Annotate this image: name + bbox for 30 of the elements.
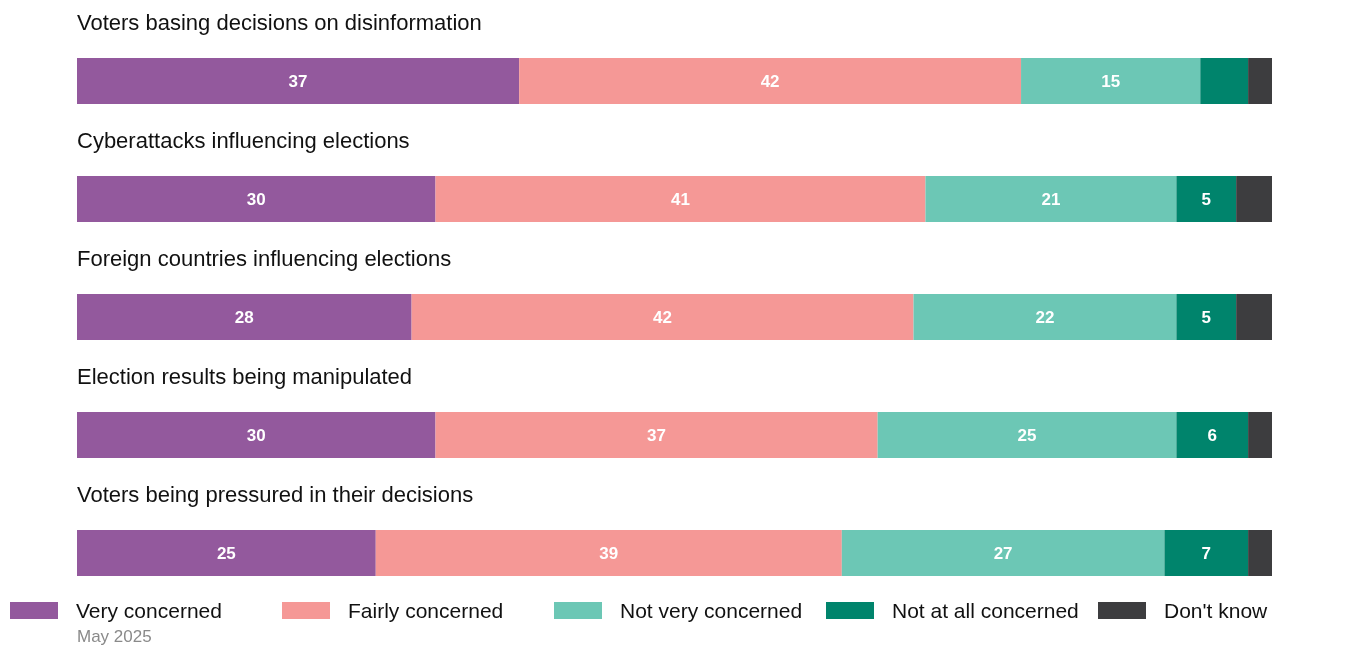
text: May 2025: [77, 627, 152, 646]
y-tick-label: Foreign countries influencing elections: [77, 246, 452, 271]
y-tick-label: Election results being manipulated: [77, 364, 413, 389]
data-label: 28: [234, 308, 254, 327]
data-label: 41: [671, 190, 690, 209]
data-label: 22: [1035, 308, 1055, 327]
data-label: 21: [1041, 190, 1061, 209]
data-label: 37: [288, 72, 308, 91]
legend-label: Fairly concerned: [348, 599, 504, 622]
legend-label: Very concerned: [76, 599, 222, 622]
data-label: 7: [1201, 544, 1212, 563]
data-label: 25: [1017, 426, 1037, 445]
data-label: 42: [653, 308, 673, 327]
data-label: 5: [1201, 190, 1212, 209]
y-tick-label: Voters basing decisions on disinformation: [77, 10, 482, 35]
data-label: 25: [216, 544, 236, 563]
data-label: 6: [1207, 426, 1217, 445]
data-label: 37: [647, 426, 667, 445]
y-tick-label: Voters being pressured in their decisions: [77, 482, 474, 507]
legend-label: Don't know: [1164, 599, 1269, 622]
legend-label: Not at all concerned: [892, 599, 1079, 622]
data-label: 27: [993, 544, 1013, 563]
data-label: 42: [760, 72, 780, 91]
data-label: 30: [246, 190, 266, 209]
y-tick-label: Cyberattacks influencing elections: [77, 128, 410, 153]
data-label: 30: [246, 426, 266, 445]
legend-label: Not very concerned: [620, 599, 803, 622]
data-label: 5: [1201, 308, 1212, 327]
data-label: 15: [1101, 72, 1121, 91]
data-label: 39: [599, 544, 619, 563]
